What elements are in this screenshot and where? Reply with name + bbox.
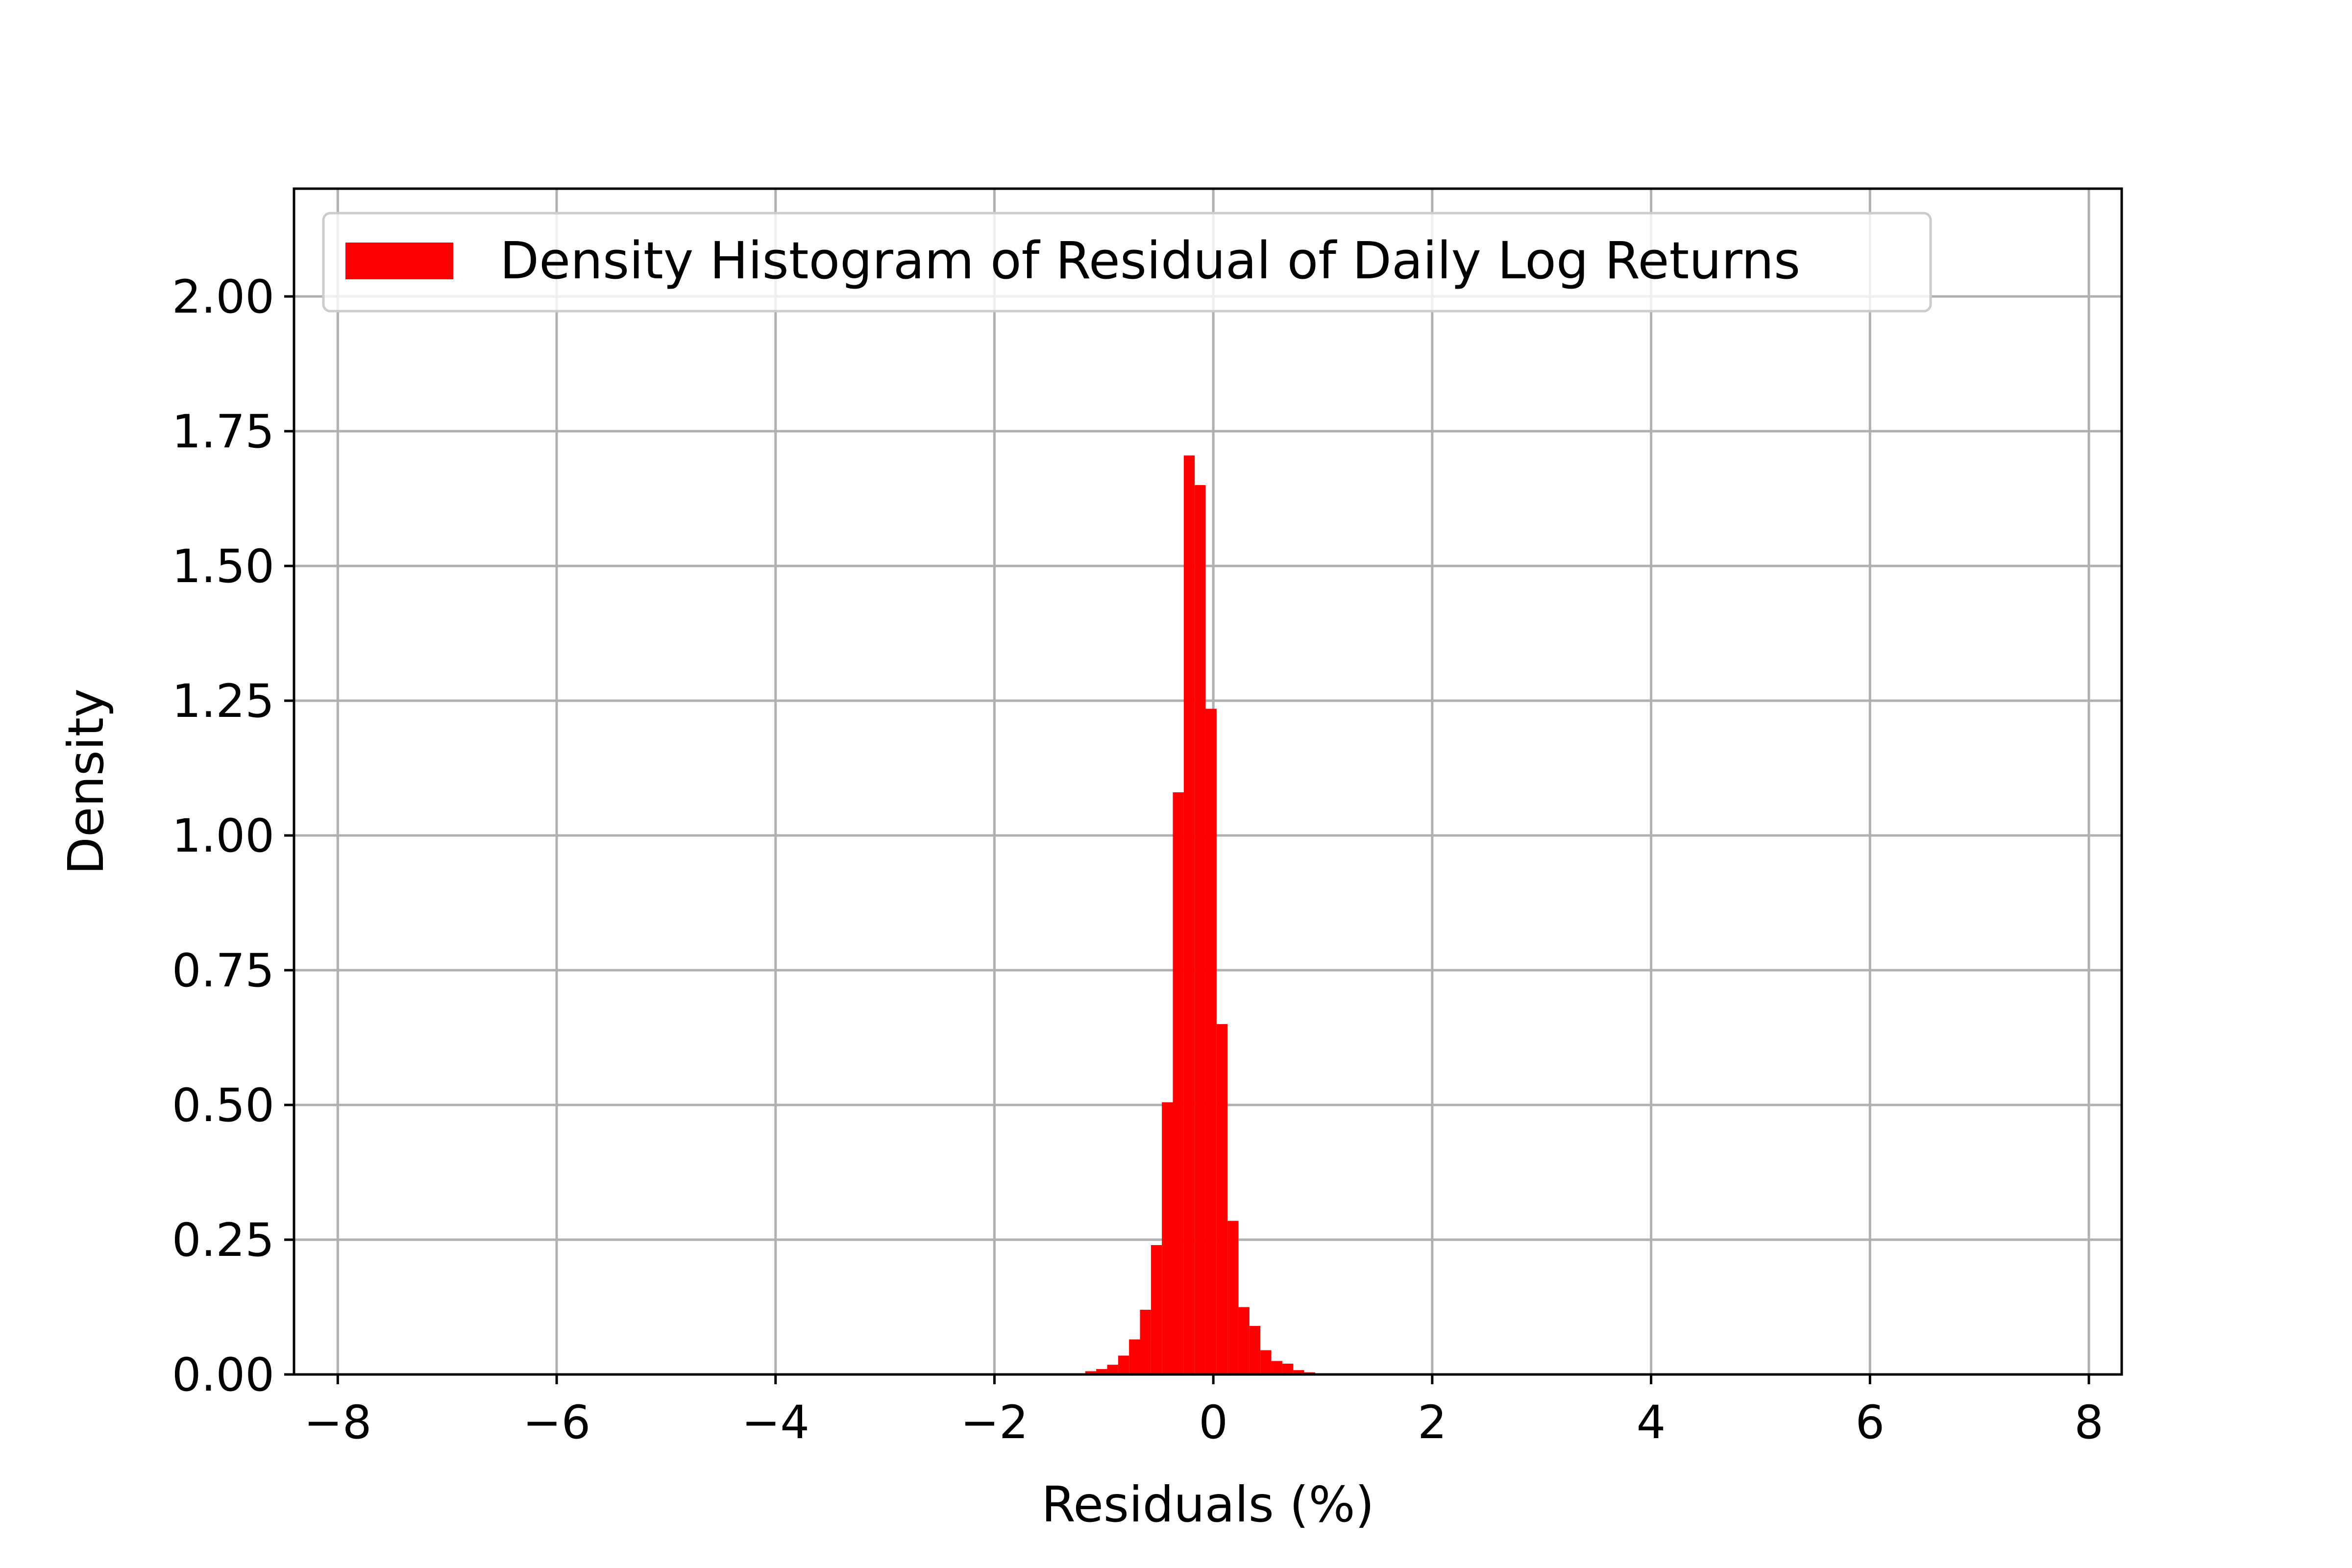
histogram-bar — [1216, 1024, 1228, 1374]
x-axis-ticks: −8 −6 −4 −2 0 2 4 6 8 — [304, 1374, 2104, 1449]
histogram-bar — [1227, 1221, 1239, 1374]
legend-box — [322, 212, 1932, 313]
y-tick-label: 2.00 — [172, 270, 274, 324]
plot-frame — [293, 187, 2123, 1376]
legend-swatch — [345, 243, 453, 279]
y-tick-label: 0.25 — [172, 1214, 274, 1267]
y-tick-label: 1.00 — [172, 809, 274, 863]
x-tick-label: 0 — [1199, 1396, 1228, 1449]
y-tick-label: 1.75 — [172, 405, 274, 459]
x-tick-label: 4 — [1637, 1396, 1666, 1449]
histogram-bar — [1162, 1102, 1173, 1374]
legend-label: Density Histogram of Residual of Daily L… — [500, 231, 1800, 291]
x-axis-label: Residuals (%) — [1041, 1476, 1374, 1533]
histogram-bar — [1085, 1371, 1097, 1374]
x-tick-label: 6 — [1855, 1396, 1885, 1449]
y-axis-label: Density — [57, 688, 115, 875]
x-tick-label: −8 — [304, 1396, 372, 1449]
y-tick-label: 0.50 — [172, 1079, 274, 1132]
y-axis-ticks: 0.00 0.25 0.50 0.75 1.00 1.25 1.50 1.75 2.00 — [172, 270, 294, 1402]
histogram-bar — [1118, 1355, 1129, 1374]
histogram-bar — [1096, 1369, 1107, 1374]
histogram-bar — [1205, 709, 1217, 1374]
x-tick-label: −4 — [741, 1396, 809, 1449]
histogram-bar — [1260, 1350, 1272, 1374]
histogram-bar — [1183, 455, 1195, 1374]
histogram-bar — [1107, 1365, 1118, 1374]
histogram-bar — [1129, 1339, 1140, 1374]
histogram-bars — [1085, 455, 1315, 1374]
x-tick-label: −6 — [523, 1396, 591, 1449]
x-tick-label: 8 — [2074, 1396, 2104, 1449]
histogram-bar — [1293, 1370, 1304, 1374]
x-tick-label: 2 — [1418, 1396, 1447, 1449]
histogram-bar — [1238, 1307, 1250, 1374]
x-tick-label: −2 — [960, 1396, 1029, 1449]
histogram-bar — [1282, 1364, 1294, 1374]
y-tick-label: 0.00 — [172, 1348, 274, 1402]
y-tick-label: 1.50 — [172, 540, 274, 593]
y-tick-label: 0.75 — [172, 944, 274, 998]
histogram-bar — [1249, 1326, 1261, 1374]
histogram-bar — [1151, 1245, 1162, 1374]
histogram-bar — [1173, 792, 1184, 1374]
histogram-bar — [1271, 1361, 1282, 1374]
legend: Density Histogram of Residual of Daily L… — [322, 212, 1932, 313]
histogram-bar — [1195, 485, 1206, 1374]
y-tick-label: 1.25 — [172, 675, 274, 728]
histogram-bar — [1140, 1310, 1151, 1374]
